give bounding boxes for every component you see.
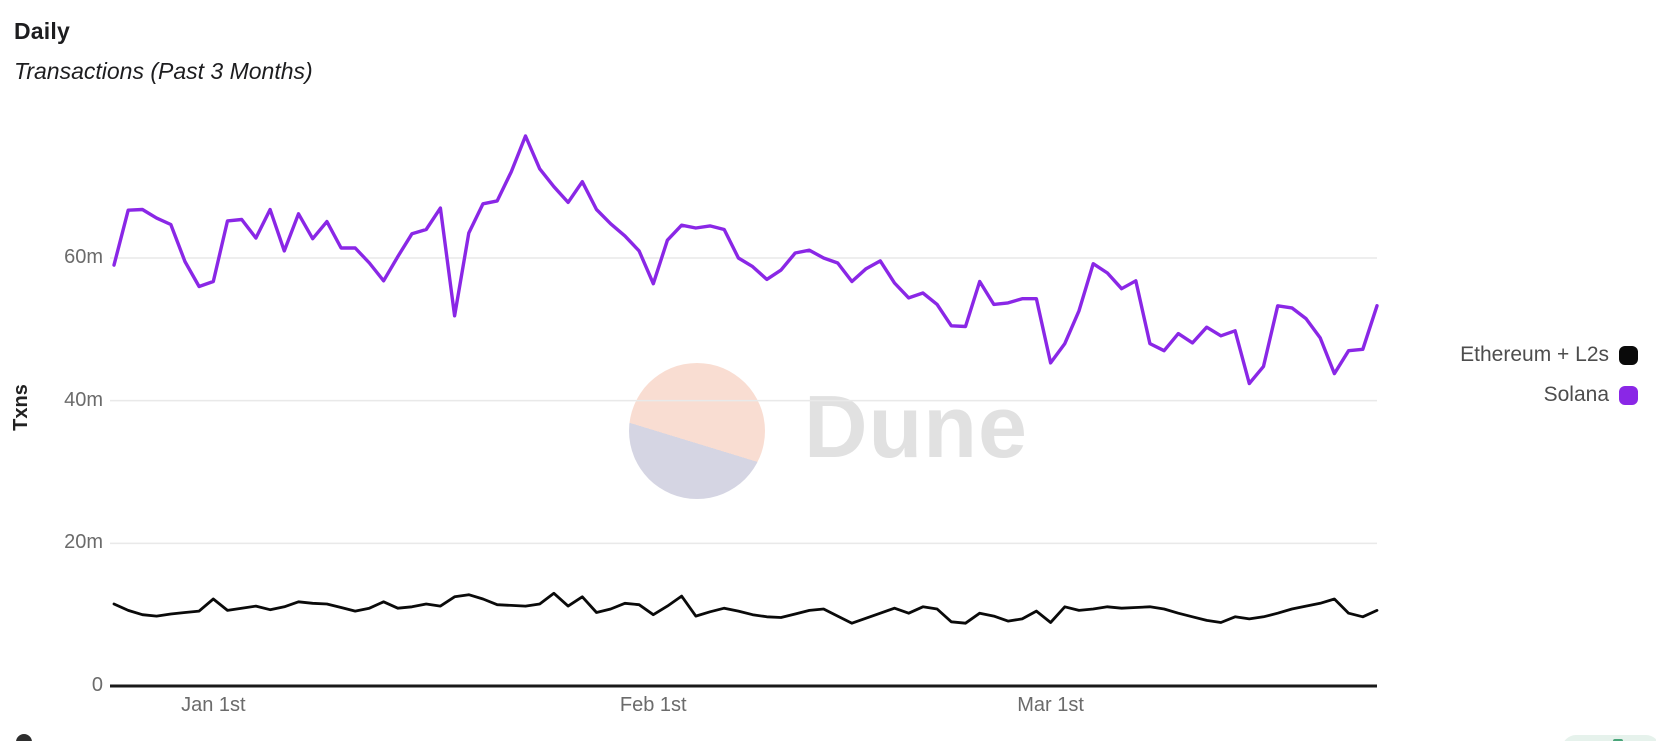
legend-item-solana[interactable]: Solana [1460,383,1638,407]
legend-label: Solana [1543,383,1609,406]
y-tick-label: 20m [64,531,103,554]
legend-swatch-icon [1619,385,1638,405]
series-line-ethereum-l2s[interactable] [112,591,1379,625]
y-tick-label: 40m [64,388,103,411]
chart-legend: Ethereum + L2s Solana [1460,343,1638,423]
x-tick-label: Mar 1st [1017,694,1084,716]
x-tick-label: Jan 1st [181,694,246,716]
chart-title: Daily [14,18,70,44]
legend-swatch-icon [1619,345,1638,365]
chart-subtitle: Transactions (Past 3 Months) [14,58,313,84]
y-tick-label: 0 [91,674,103,696]
bottom-left-partial-icon [16,734,32,741]
x-tick-label: Feb 1st [619,694,687,716]
legend-item-ethereum-l2s[interactable]: Ethereum + L2s [1460,343,1638,367]
legend-label: Ethereum + L2s [1460,343,1609,366]
bottom-right-badge[interactable] [1562,735,1656,741]
y-tick-label: 60m [64,246,103,268]
badge-glyph-icon [1613,739,1623,741]
series-line-solana[interactable] [112,134,1379,386]
